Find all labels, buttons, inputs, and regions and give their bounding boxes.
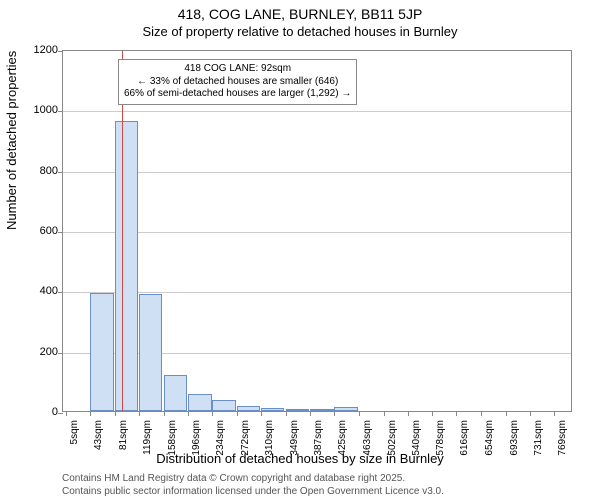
callout-box: 418 COG LANE: 92sqm← 33% of detached hou… (118, 59, 357, 105)
histogram-bar (164, 375, 188, 411)
x-tick-label: 81sqm (118, 420, 129, 450)
histogram-bar (334, 407, 358, 411)
y-tick-mark (58, 413, 63, 414)
x-tick-label: 196sqm (191, 420, 202, 456)
x-tick-mark (310, 411, 311, 416)
x-tick-label: 310sqm (264, 420, 275, 456)
x-tick-mark (481, 411, 482, 416)
x-tick-mark (506, 411, 507, 416)
gridline (63, 111, 571, 112)
x-tick-mark (456, 411, 457, 416)
x-tick-mark (334, 411, 335, 416)
x-tick-mark (432, 411, 433, 416)
x-tick-label: 502sqm (387, 420, 398, 456)
x-tick-label: 731sqm (533, 420, 544, 456)
x-tick-mark (212, 411, 213, 416)
chart-title: 418, COG LANE, BURNLEY, BB11 5JP (0, 0, 600, 22)
x-tick-mark (286, 411, 287, 416)
x-tick-mark (237, 411, 238, 416)
x-tick-mark (261, 411, 262, 416)
y-tick-mark (58, 232, 63, 233)
x-tick-mark (90, 411, 91, 416)
y-tick-label: 800 (18, 165, 58, 177)
histogram-bar (261, 408, 285, 411)
x-tick-label: 578sqm (435, 420, 446, 456)
reference-line (122, 51, 123, 411)
histogram-bar (188, 394, 212, 411)
callout-line: 66% of semi-detached houses are larger (… (124, 88, 351, 101)
y-tick-label: 200 (18, 346, 58, 358)
y-tick-mark (58, 51, 63, 52)
x-tick-label: 654sqm (484, 420, 495, 456)
x-tick-label: 387sqm (313, 420, 324, 456)
y-tick-label: 400 (18, 285, 58, 297)
chart-subtitle: Size of property relative to detached ho… (0, 22, 600, 39)
y-tick-mark (58, 292, 63, 293)
y-tick-label: 1000 (18, 104, 58, 116)
x-tick-label: 272sqm (240, 420, 251, 456)
histogram-bar (310, 409, 334, 411)
x-tick-mark (66, 411, 67, 416)
x-tick-label: 693sqm (509, 420, 520, 456)
x-tick-label: 769sqm (557, 420, 568, 456)
callout-line: 418 COG LANE: 92sqm (124, 63, 351, 76)
attribution-line: Contains HM Land Registry data © Crown c… (62, 472, 444, 485)
x-tick-mark (384, 411, 385, 416)
callout-line: ← 33% of detached houses are smaller (64… (124, 76, 351, 89)
y-axis-label: Number of detached properties (4, 51, 19, 230)
histogram-bar (212, 400, 236, 411)
x-tick-label: 234sqm (215, 420, 226, 456)
x-tick-label: 349sqm (289, 420, 300, 456)
y-tick-label: 0 (18, 406, 58, 418)
attribution-text: Contains HM Land Registry data © Crown c… (62, 472, 444, 498)
plot-area: 418 COG LANE: 92sqm← 33% of detached hou… (62, 50, 572, 412)
gridline (63, 232, 571, 233)
x-tick-mark (554, 411, 555, 416)
histogram-bar (237, 406, 261, 411)
x-tick-mark (359, 411, 360, 416)
y-tick-mark (58, 172, 63, 173)
x-tick-label: 425sqm (337, 420, 348, 456)
gridline (63, 172, 571, 173)
x-tick-mark (530, 411, 531, 416)
y-tick-label: 1200 (18, 44, 58, 56)
x-tick-mark (139, 411, 140, 416)
x-tick-label: 616sqm (459, 420, 470, 456)
x-tick-label: 119sqm (142, 420, 153, 455)
histogram-bar (115, 121, 139, 411)
y-tick-mark (58, 353, 63, 354)
x-tick-label: 463sqm (362, 420, 373, 456)
histogram-bar (90, 293, 114, 411)
attribution-line: Contains public sector information licen… (62, 485, 444, 498)
x-tick-label: 43sqm (93, 420, 104, 450)
x-tick-mark (115, 411, 116, 416)
y-tick-label: 600 (18, 225, 58, 237)
x-tick-label: 540sqm (411, 420, 422, 456)
x-tick-mark (188, 411, 189, 416)
x-tick-label: 5sqm (69, 420, 80, 444)
histogram-bar (139, 294, 163, 411)
histogram-bar (286, 409, 310, 411)
x-tick-mark (164, 411, 165, 416)
x-tick-mark (408, 411, 409, 416)
x-tick-label: 158sqm (167, 420, 178, 456)
y-tick-mark (58, 111, 63, 112)
